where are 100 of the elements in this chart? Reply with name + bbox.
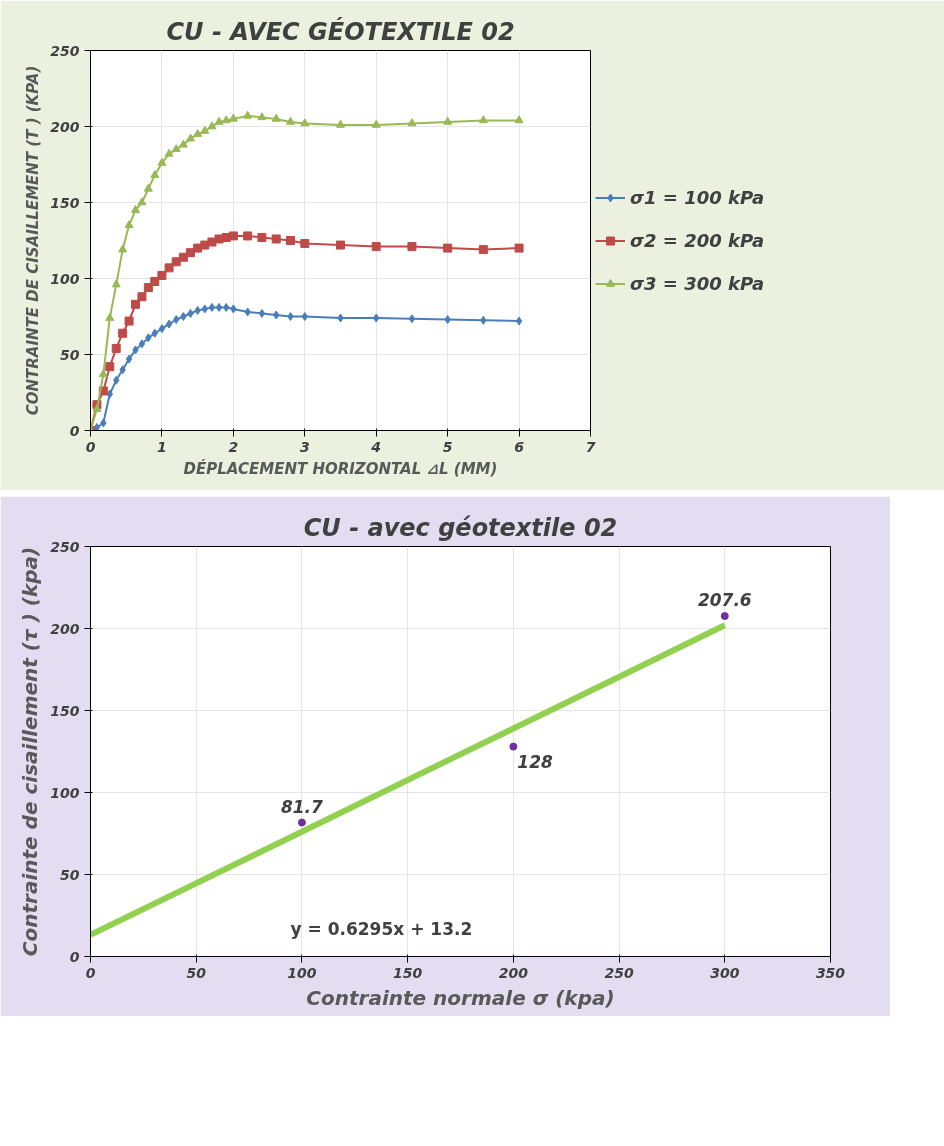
y-tick-label: 0	[69, 422, 80, 439]
point	[178, 252, 188, 262]
point	[271, 234, 281, 244]
point	[180, 312, 187, 321]
point	[111, 279, 121, 288]
y-axis-title: Contrainte de cisaillement (τ ) (kpa)	[18, 546, 43, 957]
point	[300, 118, 310, 127]
y-tick-label: 150	[50, 194, 80, 211]
point	[118, 244, 128, 253]
point	[150, 170, 160, 178]
point	[228, 231, 238, 241]
point	[514, 243, 524, 253]
x-tick-label: 50	[186, 964, 207, 981]
point	[286, 236, 295, 245]
point	[150, 277, 160, 287]
point	[257, 232, 267, 242]
point	[125, 354, 133, 364]
point	[186, 133, 195, 142]
point	[164, 148, 174, 157]
point	[244, 307, 251, 317]
point	[157, 270, 167, 280]
y-tick-label: 150	[50, 702, 80, 719]
point	[443, 243, 453, 253]
point	[143, 283, 153, 293]
point	[257, 112, 267, 121]
legend-label: σ3 = 300 kPa	[630, 272, 765, 294]
point	[158, 324, 166, 334]
x-tick-label: 2	[228, 438, 239, 455]
legend-label: σ2 = 200 kPa	[630, 229, 765, 251]
point	[106, 389, 113, 399]
point	[214, 116, 224, 125]
point	[145, 333, 152, 343]
point	[194, 305, 201, 315]
x-axis-title: DÉPLACEMENT HORIZONTAL ⊿L (MM)	[183, 458, 498, 478]
point	[407, 118, 417, 127]
y-tick-label: 200	[50, 118, 80, 135]
point	[124, 316, 134, 326]
point	[373, 313, 380, 323]
legend-label: σ1 = 100 kPa	[630, 186, 765, 208]
point	[336, 240, 345, 250]
y-tick-label: 250	[50, 42, 80, 59]
point	[443, 116, 453, 125]
y-tick-label: 100	[50, 270, 80, 287]
point	[243, 110, 253, 119]
y-tick-label: 50	[60, 866, 80, 883]
point	[138, 339, 146, 349]
point	[514, 115, 524, 124]
point	[228, 113, 238, 122]
point	[408, 314, 416, 324]
point	[286, 116, 295, 125]
x-tick-label: 150	[393, 964, 423, 981]
point	[243, 231, 253, 241]
y-axis-title: CONTRAINTE DE CISAILLEMENT (T ) (KPA)	[24, 65, 43, 416]
point	[119, 365, 126, 375]
point	[273, 310, 280, 320]
point	[157, 157, 167, 166]
point	[230, 304, 237, 314]
point	[164, 263, 174, 273]
point	[173, 315, 180, 325]
point	[208, 302, 216, 312]
point	[92, 404, 102, 413]
y-tick-label: 250	[50, 538, 80, 555]
point	[221, 115, 231, 124]
point	[297, 818, 306, 827]
point	[111, 343, 121, 353]
y-tick-label: 50	[60, 346, 80, 363]
chart-title: CU - AVEC GÉOTEXTILE 02	[166, 16, 515, 46]
point	[124, 220, 134, 229]
point	[113, 375, 120, 385]
point	[178, 139, 188, 148]
point	[509, 742, 518, 751]
x-axis-title: Contrainte normale σ (kpa)	[306, 985, 615, 1010]
point	[131, 299, 140, 309]
point	[143, 183, 153, 192]
point	[105, 312, 115, 321]
x-tick-label: 3	[299, 438, 310, 455]
point	[336, 119, 345, 128]
point	[105, 362, 115, 372]
point	[201, 304, 208, 314]
point	[131, 204, 140, 213]
point	[132, 345, 139, 355]
point	[300, 239, 310, 249]
chart-title: CU - avec géotextile 02	[303, 513, 618, 542]
x-tick-label: 7	[585, 438, 596, 455]
point	[100, 418, 107, 428]
point	[137, 292, 147, 302]
x-tick-label: 250	[604, 964, 634, 981]
x-tick-label: 0	[85, 964, 96, 981]
point	[301, 312, 308, 321]
x-tick-label: 1	[157, 438, 167, 455]
point	[171, 144, 181, 153]
point	[371, 119, 381, 128]
x-tick-label: 6	[514, 438, 525, 455]
y-tick-label: 100	[50, 784, 80, 801]
x-tick-label: 350	[815, 964, 846, 981]
point	[444, 315, 451, 325]
point	[478, 245, 488, 255]
y-tick-label: 200	[50, 620, 80, 637]
point	[187, 308, 194, 318]
data-label: 128	[517, 751, 554, 772]
